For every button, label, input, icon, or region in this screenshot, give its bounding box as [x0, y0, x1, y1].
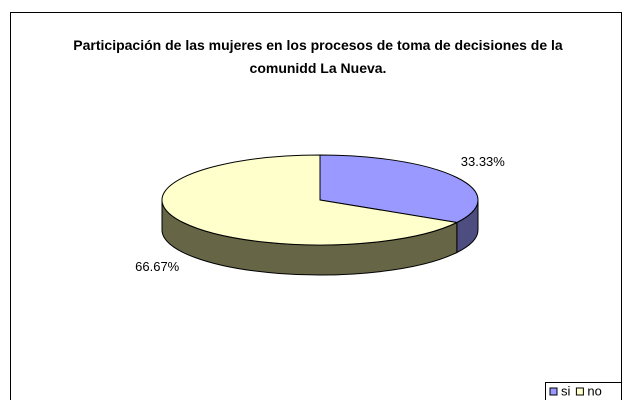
data-label: 66.67%	[135, 259, 180, 274]
legend-label: si	[561, 383, 571, 398]
legend-swatch	[549, 387, 558, 396]
legend-swatch	[575, 387, 584, 396]
chart-title: Participación de las mujeres en los proc…	[73, 37, 563, 76]
slice	[161, 154, 459, 246]
slice	[319, 154, 479, 224]
data-label: 33.33%	[461, 154, 506, 169]
legend-label: no	[587, 383, 601, 398]
